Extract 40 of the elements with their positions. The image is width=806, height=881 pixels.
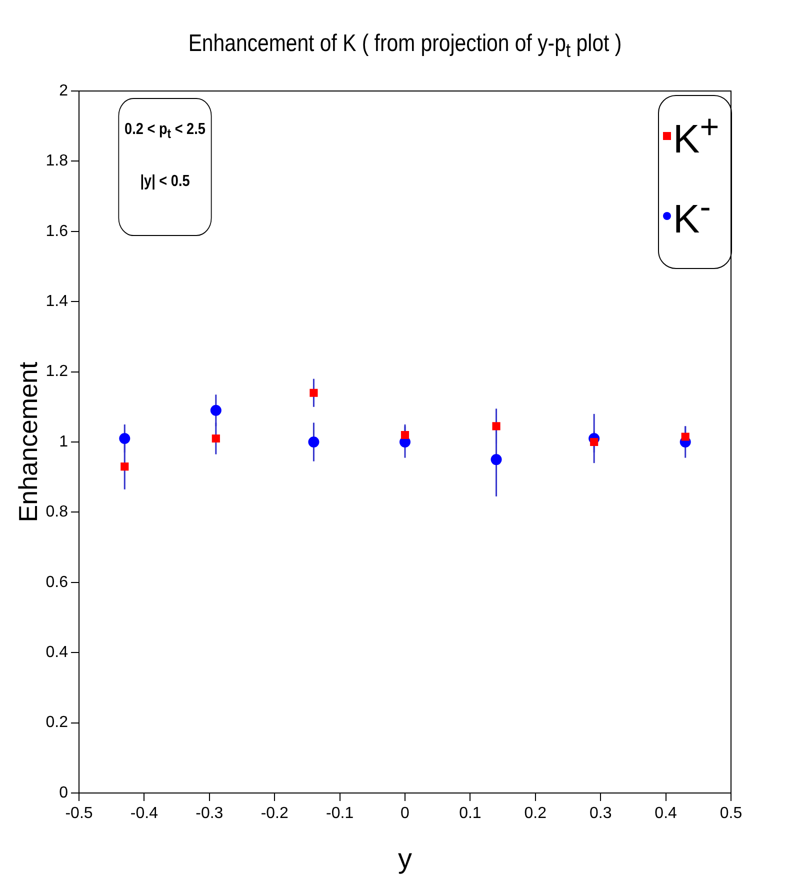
annotation: 0.2 < p$_{t}$ < 2.5 [124, 121, 206, 142]
x-tick-label: 0.2 [524, 805, 547, 822]
x-tick-label: 0.1 [459, 805, 482, 822]
legend-label: K$^{-}$ [673, 189, 711, 243]
x-tick-label: 0.5 [720, 805, 742, 822]
y-tick-label: 0.2 [46, 714, 68, 732]
x-tick-label: -0.5 [65, 805, 93, 822]
x-tick-label: -0.3 [196, 805, 224, 822]
y-axis-title: Enhancement [12, 361, 43, 522]
x-tick-label: 0 [400, 805, 410, 822]
point [120, 462, 129, 471]
y-tick-label: 1.4 [46, 293, 68, 310]
annotation: |y| < 0.5 [139, 173, 191, 192]
y-tick-label: 1.8 [46, 152, 68, 170]
x-tick-label: -0.4 [130, 805, 158, 822]
legend-label: K$^{+}$ [673, 109, 720, 163]
y-tick-label: 2 [59, 82, 68, 100]
y-tick-label: 0.6 [46, 574, 68, 591]
point [308, 436, 320, 448]
chart-title: Enhancement of K ( from projection of y-p$_{t}$ plot ) [187, 30, 623, 63]
x-tick-label: -0.2 [260, 805, 288, 822]
y-tick-label: 1 [59, 433, 68, 450]
x-tick-label: -0.1 [326, 805, 354, 822]
y-tick-label: 1.2 [46, 363, 68, 380]
point [210, 404, 222, 416]
x-tick-label: 0.4 [654, 805, 678, 822]
x-tick-label: 0.3 [589, 805, 612, 822]
point [492, 422, 500, 430]
y-tick-label: 0.8 [46, 504, 68, 521]
point [310, 388, 318, 397]
x-axis-title: y [398, 842, 412, 874]
point [681, 432, 690, 441]
point [212, 434, 220, 443]
point [590, 438, 598, 446]
y-tick-label: 0.4 [46, 644, 68, 662]
y-tick-label: 1.6 [46, 222, 68, 240]
point [490, 454, 502, 466]
point [119, 432, 130, 444]
point [400, 430, 410, 440]
y-tick-label: 0 [59, 784, 68, 802]
